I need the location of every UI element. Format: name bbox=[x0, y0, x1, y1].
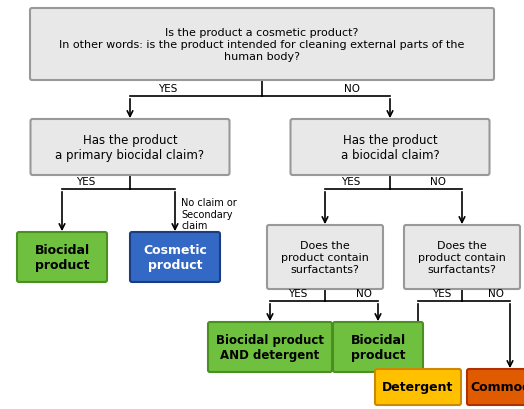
Text: NO: NO bbox=[488, 288, 504, 298]
FancyBboxPatch shape bbox=[130, 232, 220, 282]
Text: YES: YES bbox=[76, 177, 95, 187]
Text: YES: YES bbox=[288, 288, 308, 298]
Text: YES: YES bbox=[341, 177, 361, 187]
Text: Biocidal product
AND detergent: Biocidal product AND detergent bbox=[216, 333, 324, 361]
FancyBboxPatch shape bbox=[208, 322, 332, 372]
Text: Has the product
a primary biocidal claim?: Has the product a primary biocidal claim… bbox=[56, 134, 204, 162]
Text: Has the product
a biocidal claim?: Has the product a biocidal claim? bbox=[341, 134, 440, 162]
FancyBboxPatch shape bbox=[30, 9, 494, 81]
Text: Biocidal
product: Biocidal product bbox=[35, 243, 90, 271]
Text: Commodity: Commodity bbox=[471, 380, 524, 393]
Text: Is the product a cosmetic product?
In other words: is the product intended for c: Is the product a cosmetic product? In ot… bbox=[59, 28, 465, 61]
FancyBboxPatch shape bbox=[375, 369, 461, 405]
FancyBboxPatch shape bbox=[290, 120, 489, 175]
Text: No claim or
Secondary
claim: No claim or Secondary claim bbox=[181, 198, 237, 231]
Text: NO: NO bbox=[344, 84, 360, 94]
FancyBboxPatch shape bbox=[267, 225, 383, 289]
FancyBboxPatch shape bbox=[404, 225, 520, 289]
FancyBboxPatch shape bbox=[467, 369, 524, 405]
Text: Biocidal
product: Biocidal product bbox=[351, 333, 406, 361]
Text: Does the
product contain
surfactants?: Does the product contain surfactants? bbox=[281, 241, 369, 274]
FancyBboxPatch shape bbox=[17, 232, 107, 282]
Text: NO: NO bbox=[356, 288, 372, 298]
Text: Detergent: Detergent bbox=[383, 380, 454, 393]
Text: YES: YES bbox=[432, 288, 451, 298]
Text: YES: YES bbox=[158, 84, 178, 94]
FancyBboxPatch shape bbox=[30, 120, 230, 175]
FancyBboxPatch shape bbox=[333, 322, 423, 372]
Text: Does the
product contain
surfactants?: Does the product contain surfactants? bbox=[418, 241, 506, 274]
Text: NO: NO bbox=[430, 177, 446, 187]
Text: Cosmetic
product: Cosmetic product bbox=[143, 243, 207, 271]
